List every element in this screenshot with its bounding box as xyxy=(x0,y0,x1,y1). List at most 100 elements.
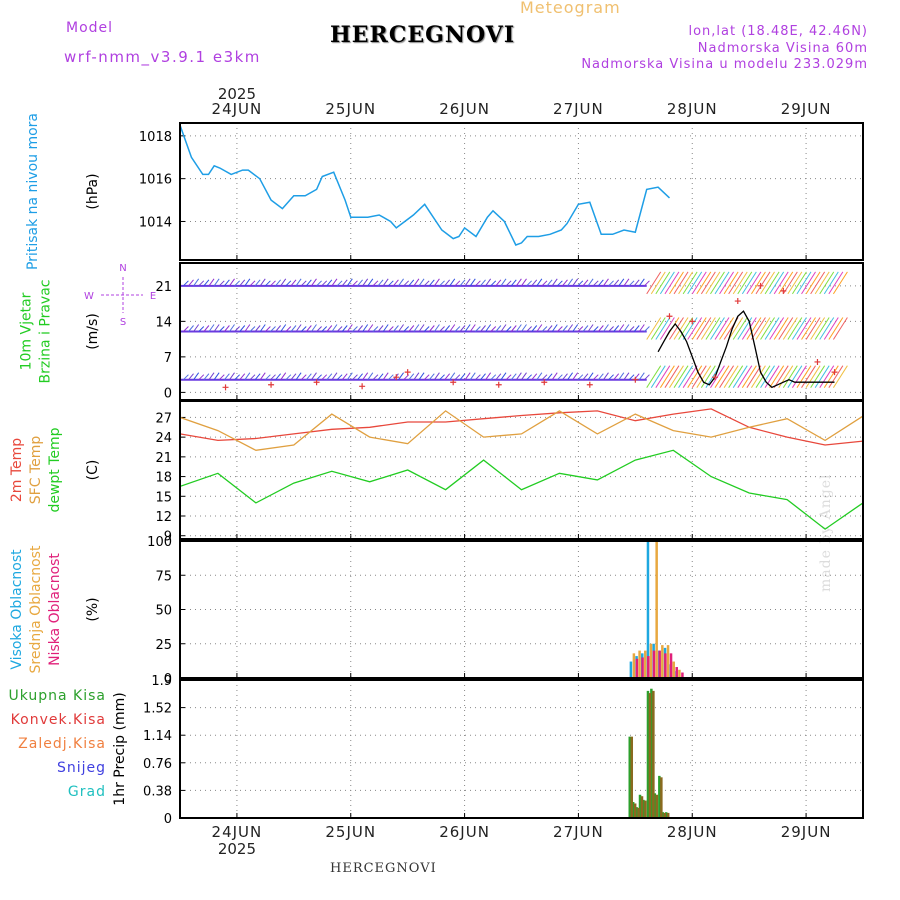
wind-barb xyxy=(567,372,574,380)
wind-barb xyxy=(285,280,292,287)
y-tick-label: 25 xyxy=(155,638,172,653)
wind-barb xyxy=(393,325,399,332)
unit-label: (%) xyxy=(85,597,101,621)
wind-barb xyxy=(495,325,502,332)
wind-barb xyxy=(714,271,730,295)
day-label-top: 27JUN xyxy=(553,100,604,118)
wind-barb xyxy=(521,324,527,332)
panel-label: Pritisak na nivou mora xyxy=(25,113,41,270)
wind-barb xyxy=(792,317,807,340)
wind-barb xyxy=(485,278,492,287)
wind-barb xyxy=(819,317,835,340)
panel-frame xyxy=(179,400,864,540)
wind-barb xyxy=(828,365,844,388)
wind-speed-line xyxy=(657,310,835,389)
wind-barb xyxy=(490,280,497,287)
compass-letter: E xyxy=(150,291,156,302)
unit-label: (m/s) xyxy=(85,313,101,350)
elevation-label: Nadmorska Visina 60m xyxy=(697,41,868,56)
wind-barb xyxy=(633,325,640,332)
wind-barb xyxy=(769,365,785,388)
panel-label: 2m Temp xyxy=(9,438,25,502)
wind-barb xyxy=(495,373,502,381)
wind-barb xyxy=(682,271,698,295)
coords-label: lon,lat (18.48E, 42.46N) xyxy=(688,24,868,39)
day-label-top: 28JUN xyxy=(667,100,718,118)
wind-barb xyxy=(382,372,389,380)
wind-barb xyxy=(746,271,762,295)
wind-barb xyxy=(710,271,725,295)
precip-bar xyxy=(660,777,663,818)
cloud-bar xyxy=(629,661,633,678)
wind-barb xyxy=(557,280,563,287)
wind-barb xyxy=(454,374,461,381)
wind-barb xyxy=(352,326,358,332)
wind-barb xyxy=(188,373,194,381)
panel-label: Srednja Oblacnost xyxy=(28,545,44,673)
wind-barb xyxy=(696,271,712,295)
wind-barb xyxy=(526,326,532,332)
wind-barb xyxy=(719,365,734,388)
wind-barb xyxy=(510,279,517,287)
wind-barb xyxy=(193,372,200,380)
panel-marks xyxy=(180,541,863,678)
wind-barb xyxy=(305,279,312,287)
wind-barb xyxy=(705,317,721,340)
wind-barb xyxy=(249,374,256,381)
wind-barb xyxy=(403,374,410,381)
wind-barb xyxy=(203,279,210,287)
y-tick-label: 100 xyxy=(147,535,172,550)
wind-gust-marker xyxy=(404,369,411,376)
wind-barb xyxy=(444,279,451,287)
wind-barb xyxy=(828,271,844,295)
precip-bar xyxy=(655,794,659,818)
wind-barb xyxy=(536,278,543,287)
wind-barb xyxy=(193,324,200,332)
wind-barb xyxy=(810,317,826,340)
precip-bar xyxy=(650,688,653,818)
wind-barb xyxy=(608,374,614,381)
compass-letter: N xyxy=(119,263,126,274)
wind-barb xyxy=(567,278,574,287)
wind-barb xyxy=(633,279,640,287)
wind-barb xyxy=(311,372,317,380)
wind-barb xyxy=(331,324,338,332)
wind-barb xyxy=(280,372,287,380)
wind-barb xyxy=(505,374,512,381)
precip-bar xyxy=(644,800,647,818)
wind-barb xyxy=(362,278,369,287)
wind-barb xyxy=(331,278,338,287)
wind-barb xyxy=(828,317,844,340)
wind-barb xyxy=(673,317,689,340)
day-label-bottom: 27JUN xyxy=(553,823,604,841)
wind-barb xyxy=(290,325,297,332)
wind-barb xyxy=(737,271,753,295)
wind-barb xyxy=(490,326,497,332)
day-label-top: 25JUN xyxy=(325,100,376,118)
wind-barb xyxy=(515,372,522,380)
wind-barb xyxy=(346,324,353,332)
wind-barb xyxy=(224,373,230,381)
wind-barb xyxy=(346,278,353,287)
wind-barb xyxy=(832,365,848,388)
wind-barb xyxy=(546,373,553,381)
cloud-bar xyxy=(661,645,664,678)
wind-barb xyxy=(592,280,599,287)
cloud-bar xyxy=(647,656,650,678)
wind-barb xyxy=(608,280,614,287)
wind-gust-marker xyxy=(780,287,787,294)
wind-gust-marker xyxy=(814,358,821,365)
wind-barb xyxy=(265,280,271,287)
wind-barb xyxy=(357,325,363,332)
y-tick-label: 0 xyxy=(164,386,172,401)
wind-barb xyxy=(208,278,215,287)
wind-barb xyxy=(792,271,807,295)
wind-barb xyxy=(254,325,261,332)
wind-gust-marker xyxy=(689,318,696,325)
legend-label: Snijeg xyxy=(57,760,106,776)
wind-barb xyxy=(413,324,420,332)
wind-barb xyxy=(551,324,558,332)
wind-gust-marker xyxy=(359,383,366,390)
wind-barb xyxy=(295,372,302,380)
